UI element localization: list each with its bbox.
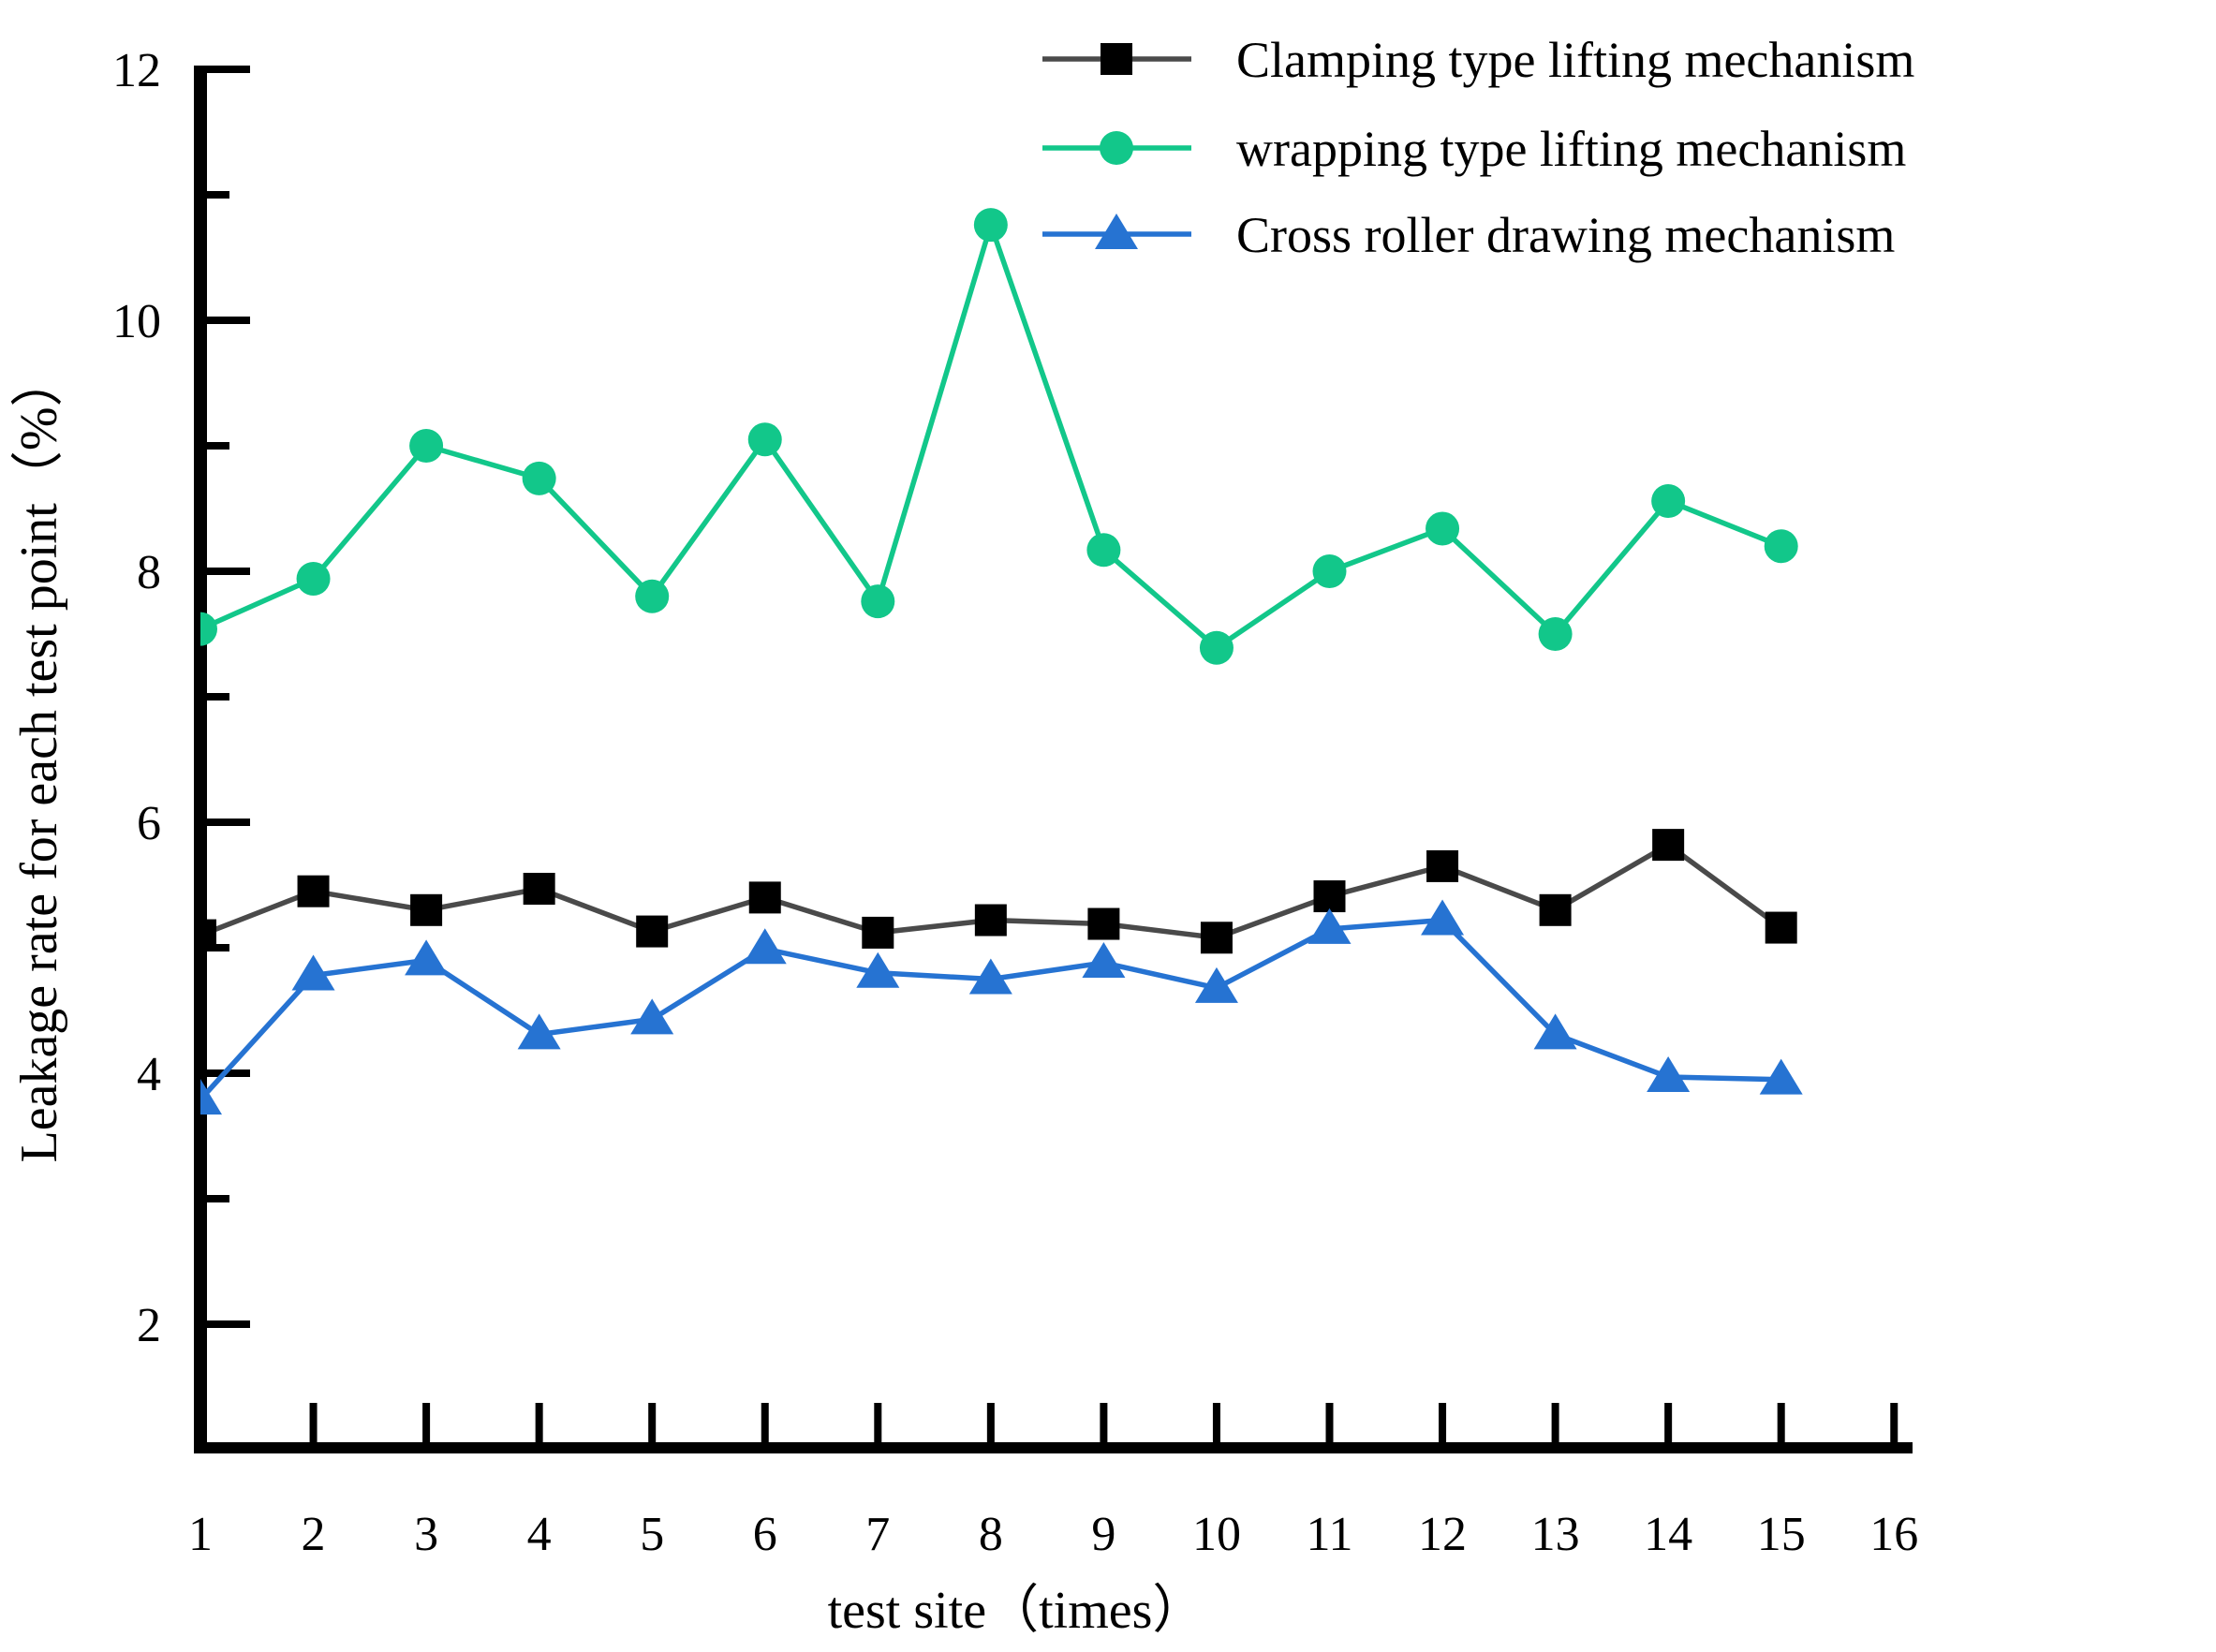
data-point-triangle [1307,907,1352,944]
data-point-circle [747,422,782,457]
x-tick-label: 11 [1306,1508,1352,1561]
data-point-circle [973,208,1008,243]
data-point-circle [296,562,331,597]
data-point-square [1765,911,1797,944]
data-point-triangle [630,998,674,1035]
data-point-square [410,893,443,926]
legend-marker-circle [1100,131,1133,165]
data-point-circle [1312,554,1347,588]
data-point-circle [1086,533,1121,568]
x-tick-label: 15 [1757,1508,1806,1561]
x-tick-label: 4 [527,1508,552,1561]
data-point-circle [1764,529,1798,564]
data-point-square [862,916,894,949]
data-point-square [200,919,216,951]
series-line [200,917,1781,1101]
y-tick-label: 8 [137,546,161,599]
data-point-square [297,875,330,907]
data-point-circle [861,584,895,619]
data-point-circle [635,579,670,613]
y-tick-label: 12 [112,44,161,97]
data-point-triangle [743,928,787,965]
data-point-triangle [200,1079,222,1115]
data-point-triangle [405,939,449,976]
data-point-triangle [856,951,900,988]
x-tick-label: 12 [1418,1508,1467,1561]
x-tick-label: 7 [865,1508,890,1561]
data-point-square [1313,880,1346,913]
data-point-triangle [1194,966,1238,1003]
x-tick-label: 1 [188,1508,213,1561]
data-point-square [1539,893,1572,926]
x-tick-label: 8 [979,1508,1003,1561]
data-point-circle [200,612,217,646]
x-tick-label: 3 [414,1508,438,1561]
y-tick-label: 6 [137,797,161,850]
x-tick-label: 6 [753,1508,777,1561]
data-point-square [636,915,669,948]
legend-label: Cross roller drawing mechanism [1236,207,1895,263]
data-point-circle [522,461,556,495]
data-point-square [1652,829,1685,862]
legend-marker-triangle [1095,213,1138,249]
legend-label: wrapping type lifting mechanism [1236,121,1906,177]
data-point-triangle [517,1013,561,1050]
legend-label: Clamping type lifting mechanism [1236,32,1914,88]
data-point-triangle [968,958,1012,995]
legend-marker-square [1101,43,1132,75]
x-tick-label: 9 [1091,1508,1115,1561]
x-tick-label: 13 [1531,1508,1580,1561]
x-tick-label: 5 [640,1508,664,1561]
data-point-triangle [1647,1055,1691,1092]
data-point-circle [1426,511,1460,546]
data-point-square [1087,907,1120,940]
y-axis-title: Leakage rate for each test point（%） [10,355,68,1163]
data-point-triangle [291,954,335,991]
x-tick-label: 14 [1644,1508,1692,1561]
plot-area [200,208,1803,1115]
x-tick-label: 10 [1192,1508,1241,1561]
data-point-circle [1199,630,1234,665]
data-point-square [523,873,555,906]
data-point-square [974,904,1007,937]
data-point-triangle [1533,1013,1577,1050]
data-point-square [1200,922,1233,954]
data-point-circle [409,429,444,463]
data-point-circle [1651,483,1686,518]
y-tick-label: 4 [137,1048,161,1101]
data-point-triangle [1421,899,1465,936]
x-axis-title: test site（times） [828,1582,1205,1640]
y-tick-label: 10 [112,295,161,348]
data-point-circle [1538,617,1573,651]
data-point-triangle [1082,942,1126,979]
y-tick-label: 2 [137,1299,161,1352]
data-point-square [748,881,781,914]
x-tick-label: 16 [1869,1508,1918,1561]
data-point-triangle [1759,1058,1803,1095]
x-tick-label: 2 [302,1508,326,1561]
data-point-square [1426,849,1459,882]
